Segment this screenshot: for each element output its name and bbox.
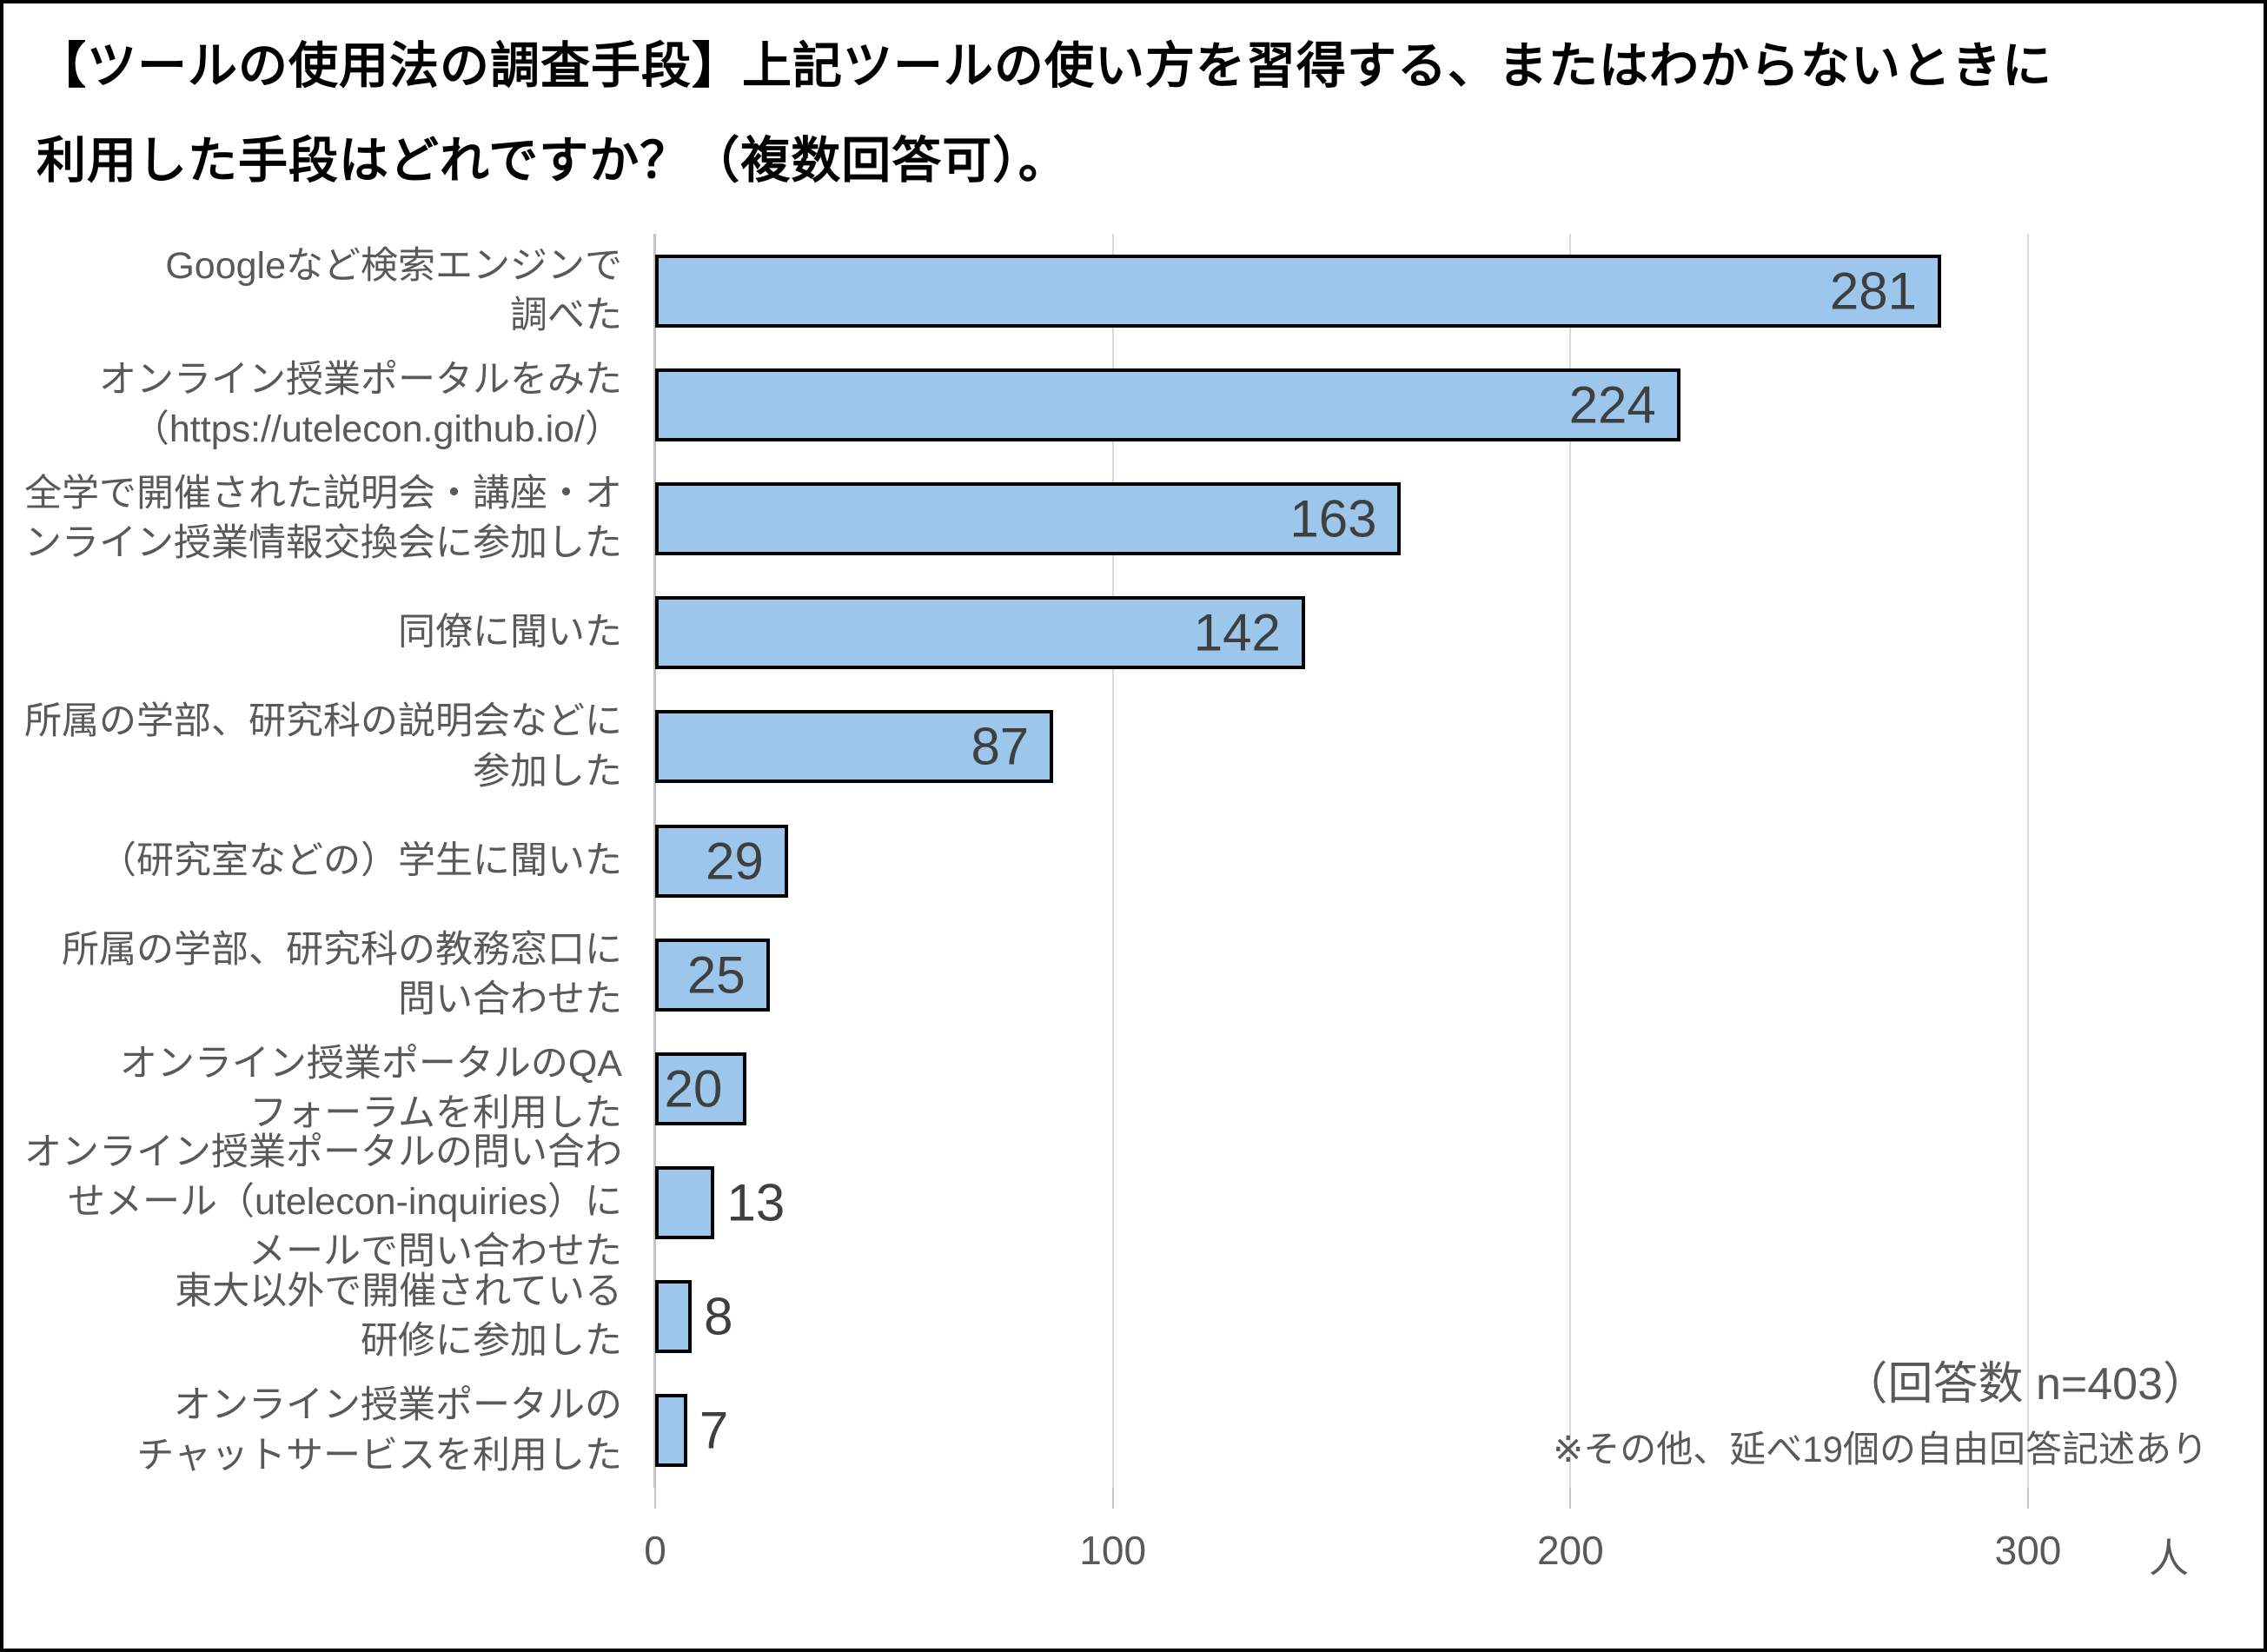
category-label: （研究室などの）学生に聞いた — [99, 839, 622, 881]
gridline — [1569, 234, 1572, 1488]
bar — [655, 254, 1941, 328]
value-label: 163 — [1289, 489, 1377, 548]
value-label: 8 — [704, 1287, 733, 1346]
value-label: 7 — [699, 1401, 729, 1460]
free-answer-note: ※その他、延べ19個の自由回答記述あり — [1553, 1429, 2208, 1470]
axis-tick — [2027, 1488, 2029, 1509]
bar — [655, 1280, 693, 1354]
y-axis-line — [653, 234, 656, 1488]
x-axis-unit-label: 人 — [2149, 1536, 2189, 1581]
x-tick-label: 300 — [1994, 1528, 2062, 1573]
x-tick-label: 0 — [644, 1528, 666, 1573]
value-label: 29 — [705, 832, 764, 890]
bar — [655, 368, 1680, 441]
bar — [655, 1394, 687, 1468]
bar — [655, 1166, 715, 1240]
axis-tick — [1111, 1488, 1114, 1509]
x-tick-label: 100 — [1079, 1528, 1147, 1573]
gridline — [1111, 234, 1114, 1488]
category-label: オンライン授業ポータルをみた （https://utelecon.github.… — [99, 358, 622, 450]
value-label: 224 — [1568, 375, 1656, 435]
category-label: 所属の学部、研究科の説明会などに 参加した — [24, 700, 622, 793]
bar — [655, 938, 770, 1012]
category-label: 所属の学部、研究科の教務窓口に 問い合わせた — [62, 928, 622, 1020]
category-label: オンライン授業ポータルのQA フォーラムを利用した — [119, 1042, 622, 1134]
x-tick-label: 200 — [1536, 1528, 1604, 1573]
value-label: 20 — [664, 1059, 723, 1118]
value-label: 13 — [726, 1173, 785, 1232]
gridline — [2027, 234, 2029, 1488]
bar — [655, 1052, 747, 1125]
value-label: 25 — [686, 945, 746, 1005]
category-label: 全学で開催された説明会・講座・オ ンライン授業情報交換会に参加した — [24, 472, 622, 564]
value-label: 281 — [1829, 262, 1917, 321]
category-label: Googleなど検索エンジンで 調べた — [165, 244, 622, 336]
bar — [655, 824, 788, 898]
axis-tick — [654, 1488, 656, 1509]
category-label: 東大以外で開催されている 研修に参加した — [175, 1271, 622, 1363]
value-label: 87 — [971, 717, 1030, 776]
chart-title: 【ツールの使用法の調査手段】上記ツールの使い方を習得する、またはわからないときに… — [36, 38, 2052, 189]
response-count-note: （回答数 n=403） — [1842, 1359, 2209, 1410]
category-label: オンライン授業ポータルの チャットサービスを利用した — [136, 1384, 622, 1476]
category-label: 同僚に聞いた — [398, 611, 622, 654]
bar — [655, 481, 1402, 555]
category-label: オンライン授業ポータルの問い合わ せメール（utelecon-inquiries… — [24, 1131, 622, 1273]
bar — [655, 596, 1305, 670]
value-label: 142 — [1193, 603, 1281, 662]
axis-tick — [1569, 1488, 1572, 1509]
bar — [655, 710, 1054, 784]
